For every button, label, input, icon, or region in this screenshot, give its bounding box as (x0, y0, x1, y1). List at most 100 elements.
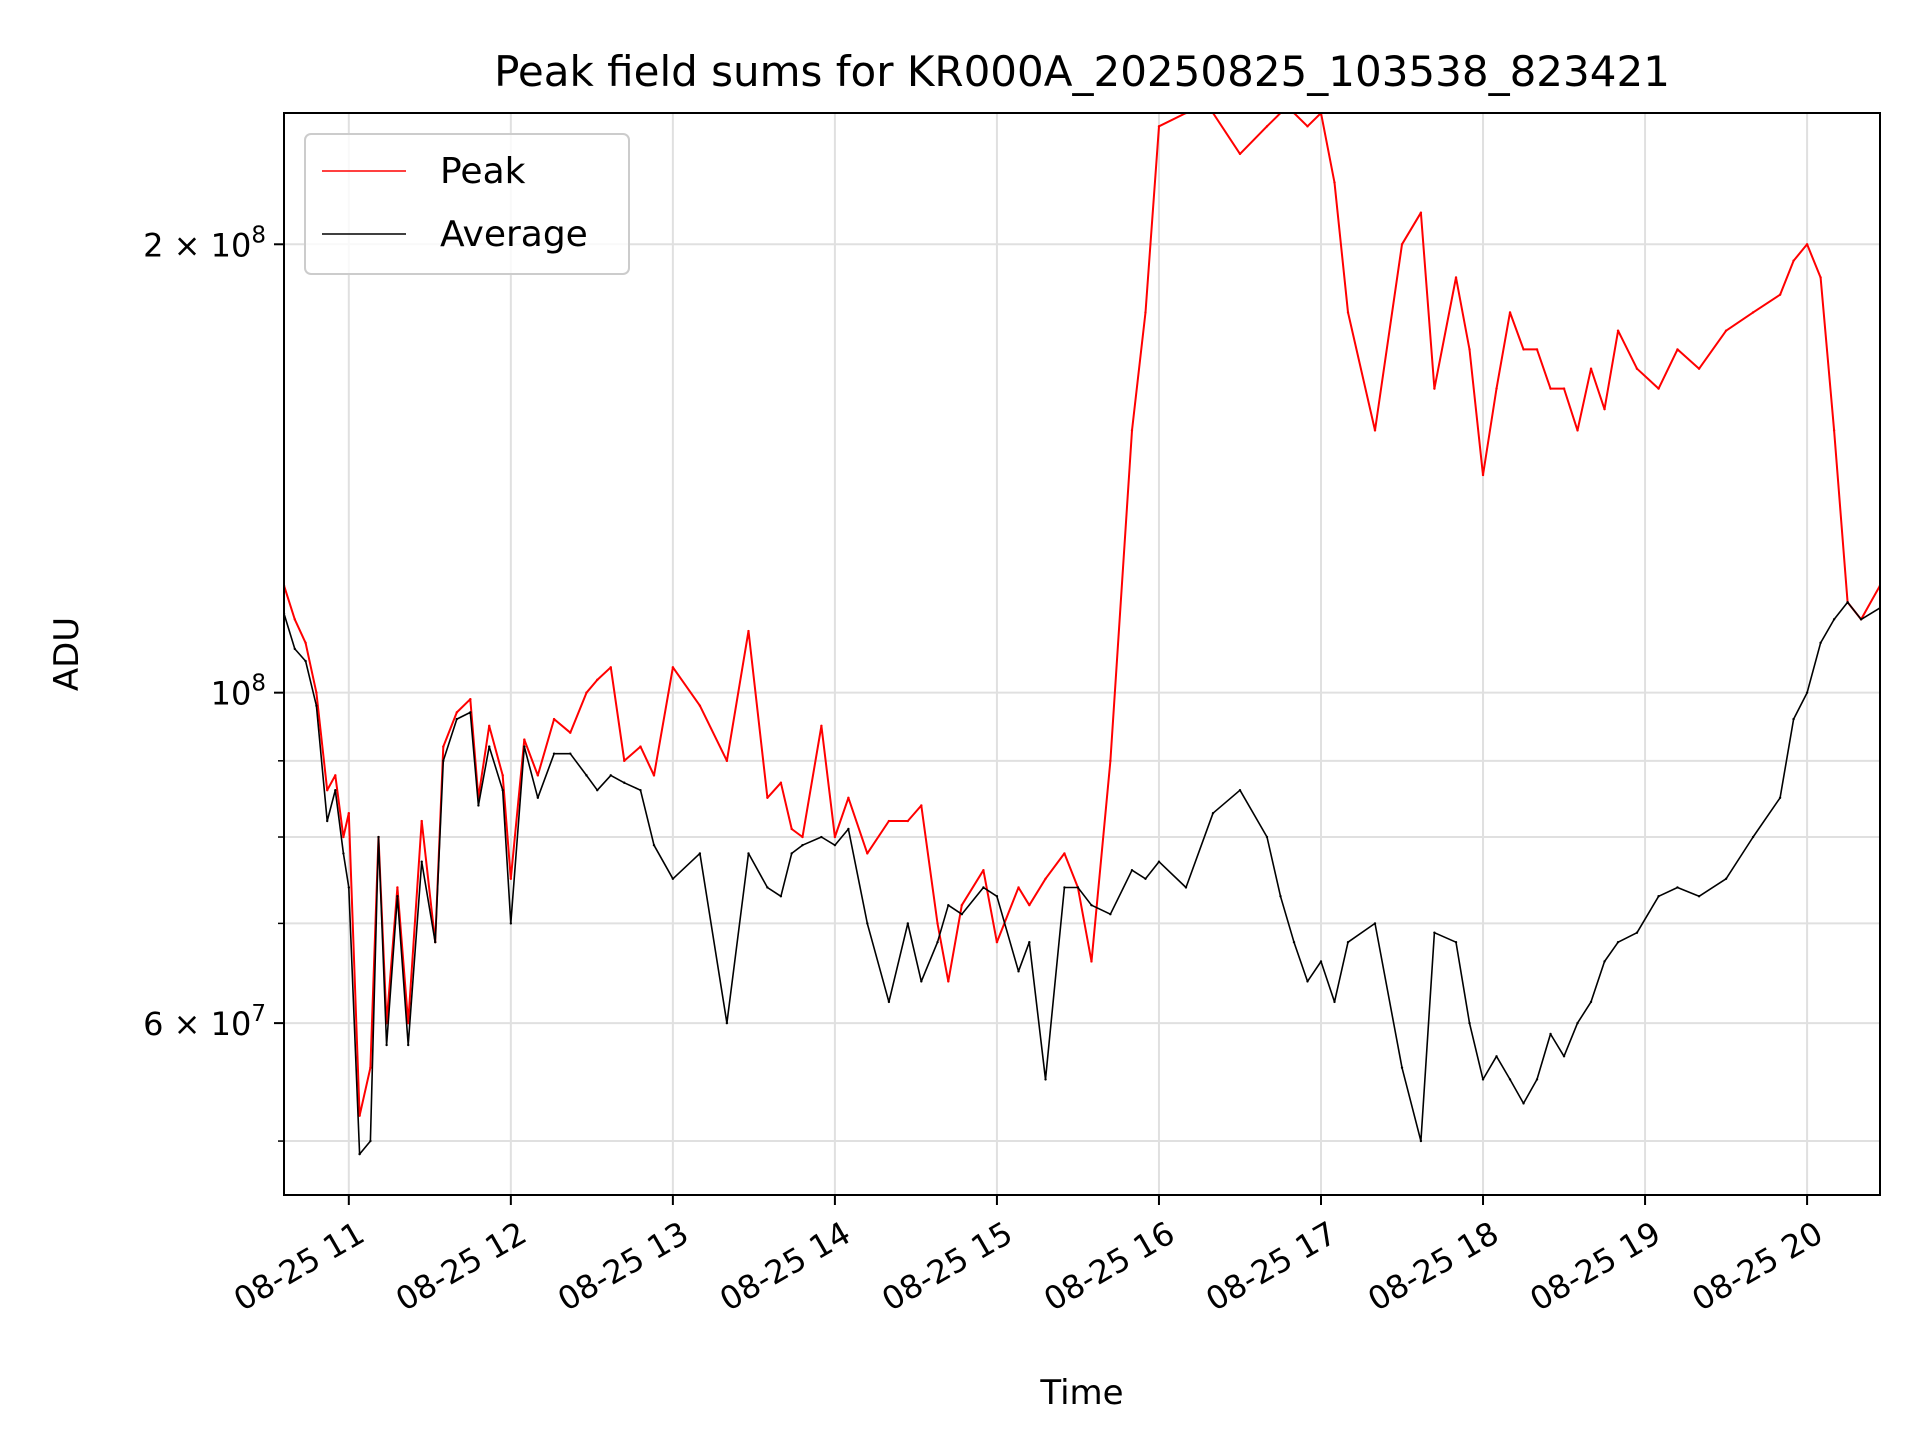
data-point-peak (639, 745, 642, 748)
data-point-average (1846, 601, 1849, 604)
data-point-average (947, 903, 950, 907)
data-point-average (1306, 980, 1309, 983)
data-point-average (833, 843, 837, 847)
data-point-average (1819, 641, 1822, 645)
y-axis-label: ADU (47, 617, 87, 691)
data-point-average (1373, 922, 1377, 925)
data-point-average (1144, 877, 1147, 880)
data-point-average (866, 922, 869, 925)
data-point-average (293, 647, 297, 651)
data-point-peak (960, 903, 964, 907)
data-point-average (1238, 789, 1242, 792)
data-point-average (1265, 835, 1269, 839)
data-point-average (1792, 717, 1795, 721)
data-point-peak (920, 804, 923, 807)
data-point-peak (1157, 125, 1161, 128)
data-point-peak (552, 717, 556, 721)
data-point-peak (1495, 387, 1498, 390)
data-point-peak (1433, 387, 1436, 390)
data-point-peak (1063, 852, 1066, 855)
data-point-average (369, 1139, 372, 1143)
data-point-average (596, 789, 599, 792)
y-tick-label: 2 × 108 (143, 222, 266, 264)
data-point-average (385, 1043, 388, 1047)
data-point-average (847, 827, 850, 831)
data-point-average (377, 835, 380, 839)
data-point-average (1562, 1055, 1566, 1058)
data-point-peak (396, 886, 399, 889)
data-point-average (358, 1152, 361, 1156)
data-point-peak (1109, 759, 1112, 763)
data-point-peak (358, 1114, 361, 1117)
data-point-peak (1635, 367, 1639, 370)
data-point-peak (1724, 329, 1728, 332)
data-point-average (488, 745, 491, 748)
data-point-average (1063, 886, 1066, 889)
data-point-average (1090, 903, 1093, 907)
data-point-peak (1676, 348, 1679, 351)
data-point-average (1419, 1139, 1423, 1143)
data-point-average (766, 886, 769, 889)
data-point-peak (1265, 125, 1269, 128)
data-point-peak (1306, 125, 1309, 128)
data-point-peak (501, 774, 504, 777)
data-point-peak (801, 835, 804, 839)
data-point-peak (833, 835, 837, 839)
data-point-peak (1792, 259, 1795, 262)
data-point-average (936, 940, 939, 944)
data-point-average (1184, 886, 1188, 889)
y-tick-label: 108 (211, 671, 266, 713)
data-point-peak (420, 819, 423, 823)
data-point-peak (536, 774, 540, 777)
data-point-peak (596, 678, 599, 682)
data-point-average (396, 895, 399, 898)
data-point-peak (820, 724, 823, 728)
data-point-peak (1468, 348, 1471, 351)
data-point-average (442, 759, 445, 763)
data-point-average (1751, 835, 1755, 839)
data-point-average (523, 745, 526, 748)
data-point-average (1859, 618, 1863, 621)
data-point-average (509, 922, 513, 925)
data-point-average (536, 796, 540, 800)
data-point-average (1279, 895, 1282, 898)
data-point-peak (523, 738, 526, 741)
data-point-average (652, 843, 656, 847)
data-point-average (747, 852, 750, 855)
data-point-peak (1481, 473, 1485, 477)
data-point-peak (1028, 903, 1031, 907)
data-point-average (887, 1000, 891, 1004)
data-point-average (1522, 1102, 1525, 1105)
data-point-average (920, 980, 923, 983)
data-point-peak (1751, 311, 1755, 314)
data-point-peak (1373, 429, 1377, 432)
data-point-peak (1130, 429, 1134, 432)
data-point-peak (1657, 387, 1660, 390)
data-point-average (960, 913, 964, 916)
data-point-peak (1017, 886, 1020, 889)
data-point-peak (1697, 367, 1701, 370)
data-point-average (1603, 960, 1606, 963)
data-point-average (585, 774, 588, 777)
data-point-peak (1819, 276, 1822, 279)
data-point-peak (1333, 181, 1336, 184)
grid (284, 113, 1880, 1195)
data-point-peak (1400, 243, 1404, 246)
data-point-peak (442, 745, 445, 748)
data-point-peak (609, 666, 612, 669)
data-point-peak (1454, 276, 1458, 279)
data-point-average (779, 895, 783, 898)
data-point-peak (326, 789, 329, 792)
data-point-peak (766, 796, 769, 800)
data-point-peak (790, 827, 793, 831)
data-point-average (304, 659, 307, 663)
data-point-average (1044, 1078, 1047, 1081)
data-point-peak (1238, 152, 1242, 156)
data-point-peak (407, 1021, 410, 1025)
data-point-peak (293, 618, 297, 621)
data-point-average (1433, 931, 1436, 934)
data-point-peak (1603, 407, 1606, 411)
data-point-average (1616, 940, 1620, 944)
data-point-peak (652, 774, 656, 777)
